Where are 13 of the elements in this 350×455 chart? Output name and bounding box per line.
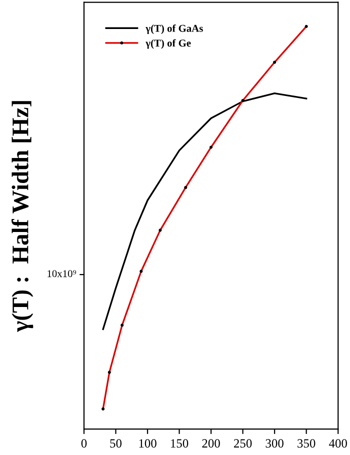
x-tick-label: 200 [202, 439, 220, 448]
y-axis-title: γ(T) : Half Width [Hz] [12, 101, 34, 332]
x-tick-label: 0 [81, 439, 87, 448]
legend-label: γ(T) of GaAs [146, 24, 203, 34]
x-tick-label: 300 [266, 439, 284, 448]
x-tick-label: 400 [328, 439, 347, 448]
x-tick-label: 250 [234, 439, 252, 448]
x-tick-label: 150 [171, 439, 188, 448]
legend-label: γ(T) of Ge [146, 39, 191, 49]
text: 10x10⁹ [48, 270, 76, 278]
x-tick-label: 350 [298, 439, 316, 448]
x-tick-label: 100 [139, 439, 156, 448]
x-tick-label: 50 [110, 439, 122, 448]
